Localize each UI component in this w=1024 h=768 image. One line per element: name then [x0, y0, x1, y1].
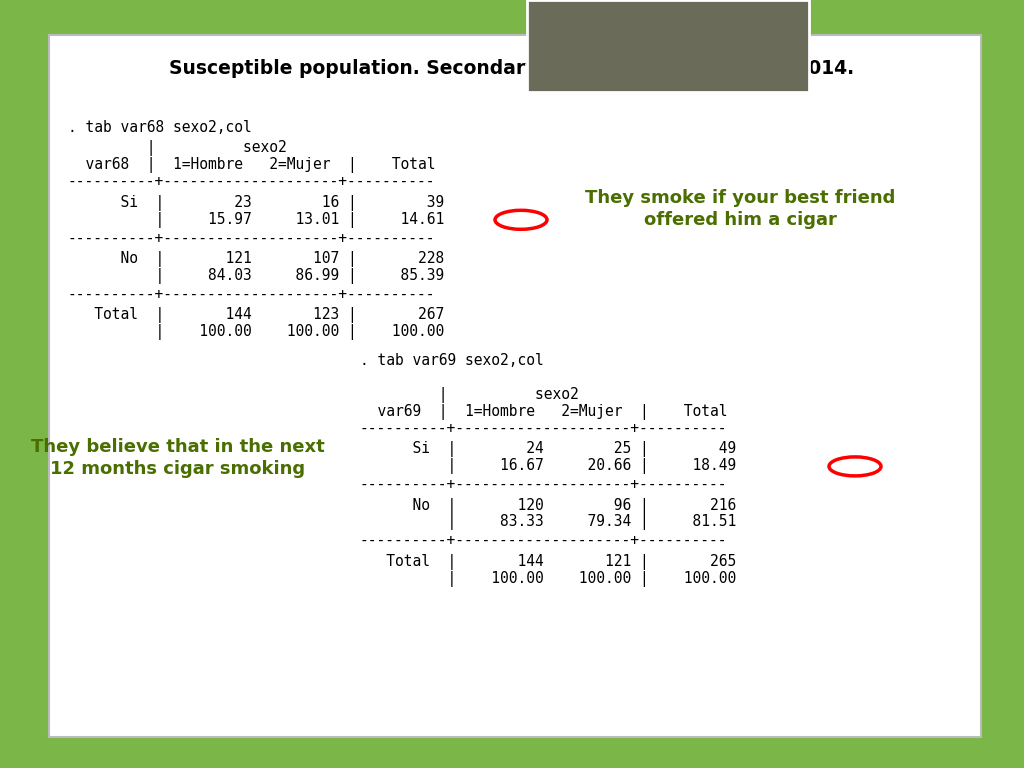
Text: . tab var69 sexo2,col: . tab var69 sexo2,col [360, 353, 544, 368]
Text: No  |       120        96 |       216: No | 120 96 | 216 [360, 498, 736, 514]
Text: |    100.00    100.00 |    100.00: | 100.00 100.00 | 100.00 [360, 571, 736, 587]
Text: |          sexo2: | sexo2 [68, 141, 287, 157]
Text: ----------+--------------------+----------: ----------+--------------------+--------… [360, 421, 727, 436]
Text: |    100.00    100.00 |    100.00: | 100.00 100.00 | 100.00 [68, 324, 444, 340]
Text: Si  |        23        16 |        39: Si | 23 16 | 39 [68, 195, 444, 210]
Text: Susceptible population. Secondary level students, Mexico, 2014.: Susceptible population. Secondary level … [169, 58, 855, 78]
Text: Total  |       144       123 |       267: Total | 144 123 | 267 [68, 307, 444, 323]
Text: |     16.67     20.66 |     18.49: | 16.67 20.66 | 18.49 [360, 458, 736, 475]
Text: Total  |       144       121 |       265: Total | 144 121 | 265 [360, 554, 736, 570]
Text: ----------+--------------------+----------: ----------+--------------------+--------… [360, 533, 727, 548]
Text: Si  |        24        25 |        49: Si | 24 25 | 49 [360, 442, 736, 458]
Text: |     83.33     79.34 |     81.51: | 83.33 79.34 | 81.51 [360, 515, 736, 531]
Text: ----------+--------------------+----------: ----------+--------------------+--------… [68, 174, 435, 190]
Text: var69  |  1=Hombre   2=Mujer  |    Total: var69 | 1=Hombre 2=Mujer | Total [360, 404, 727, 420]
Text: They smoke if your best friend: They smoke if your best friend [585, 189, 895, 207]
Text: . tab var68 sexo2,col: . tab var68 sexo2,col [68, 120, 252, 135]
Text: |     84.03     86.99 |     85.39: | 84.03 86.99 | 85.39 [68, 268, 444, 284]
Text: They believe that in the next: They believe that in the next [31, 438, 325, 455]
Text: offered him a cigar: offered him a cigar [643, 211, 837, 229]
Text: ----------+--------------------+----------: ----------+--------------------+--------… [360, 477, 727, 492]
Text: 12 months cigar smoking: 12 months cigar smoking [50, 459, 305, 478]
Text: var68  |  1=Hombre   2=Mujer  |    Total: var68 | 1=Hombre 2=Mujer | Total [68, 157, 435, 174]
Text: ----------+--------------------+----------: ----------+--------------------+--------… [68, 230, 435, 246]
Text: No  |       121       107 |       228: No | 121 107 | 228 [68, 251, 444, 267]
Text: |          sexo2: | sexo2 [360, 387, 579, 403]
Text: ----------+--------------------+----------: ----------+--------------------+--------… [68, 286, 435, 302]
Text: |     15.97     13.01 |     14.61: | 15.97 13.01 | 14.61 [68, 212, 444, 228]
